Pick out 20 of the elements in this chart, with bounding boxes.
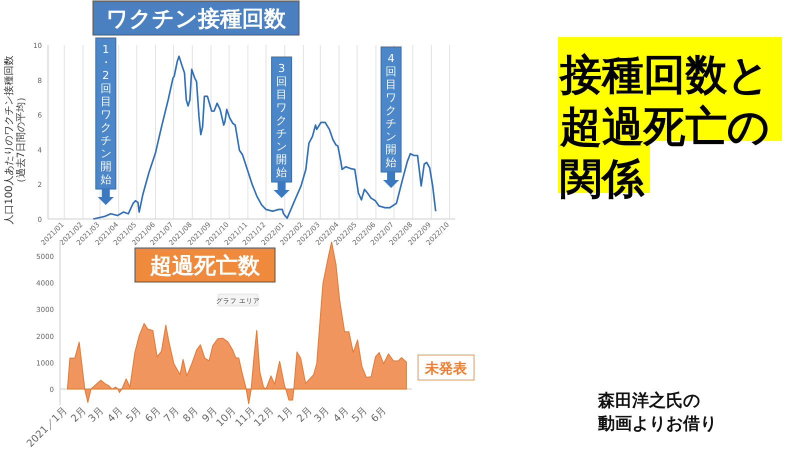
text: 接種回数と超過死亡の関係 xyxy=(558,50,771,203)
x-tick-label: 4月 xyxy=(106,405,126,425)
x-tick-label: 6月 xyxy=(369,405,389,425)
text: 未発表 xyxy=(424,361,468,377)
chart-title: ワクチン接種回数 xyxy=(106,7,287,32)
x-tick-label: 2月 xyxy=(295,405,315,425)
x-tick-label: 4月 xyxy=(332,405,352,425)
x-tick-label: 5月 xyxy=(350,405,370,425)
line-series xyxy=(92,56,436,220)
text: 超過死亡数 xyxy=(149,253,261,279)
x-tick-label: 5月 xyxy=(124,405,144,425)
x-tick-label: 2月 xyxy=(69,405,89,425)
text: 森田洋之氏の動画よりお借り xyxy=(597,391,717,434)
x-tick-label: 3月 xyxy=(86,405,106,425)
x-tick-label: 1月 xyxy=(276,405,296,425)
x-tick-label: 3月 xyxy=(312,405,332,425)
x-tick-label: 8月 xyxy=(181,405,201,425)
y-axis-title: 人口100人あたりのワクチン接種回数（過去7日間の平均） xyxy=(3,55,27,225)
x-tick-label: 6月 xyxy=(144,405,163,425)
x-tick-label: 7月 xyxy=(162,405,182,425)
